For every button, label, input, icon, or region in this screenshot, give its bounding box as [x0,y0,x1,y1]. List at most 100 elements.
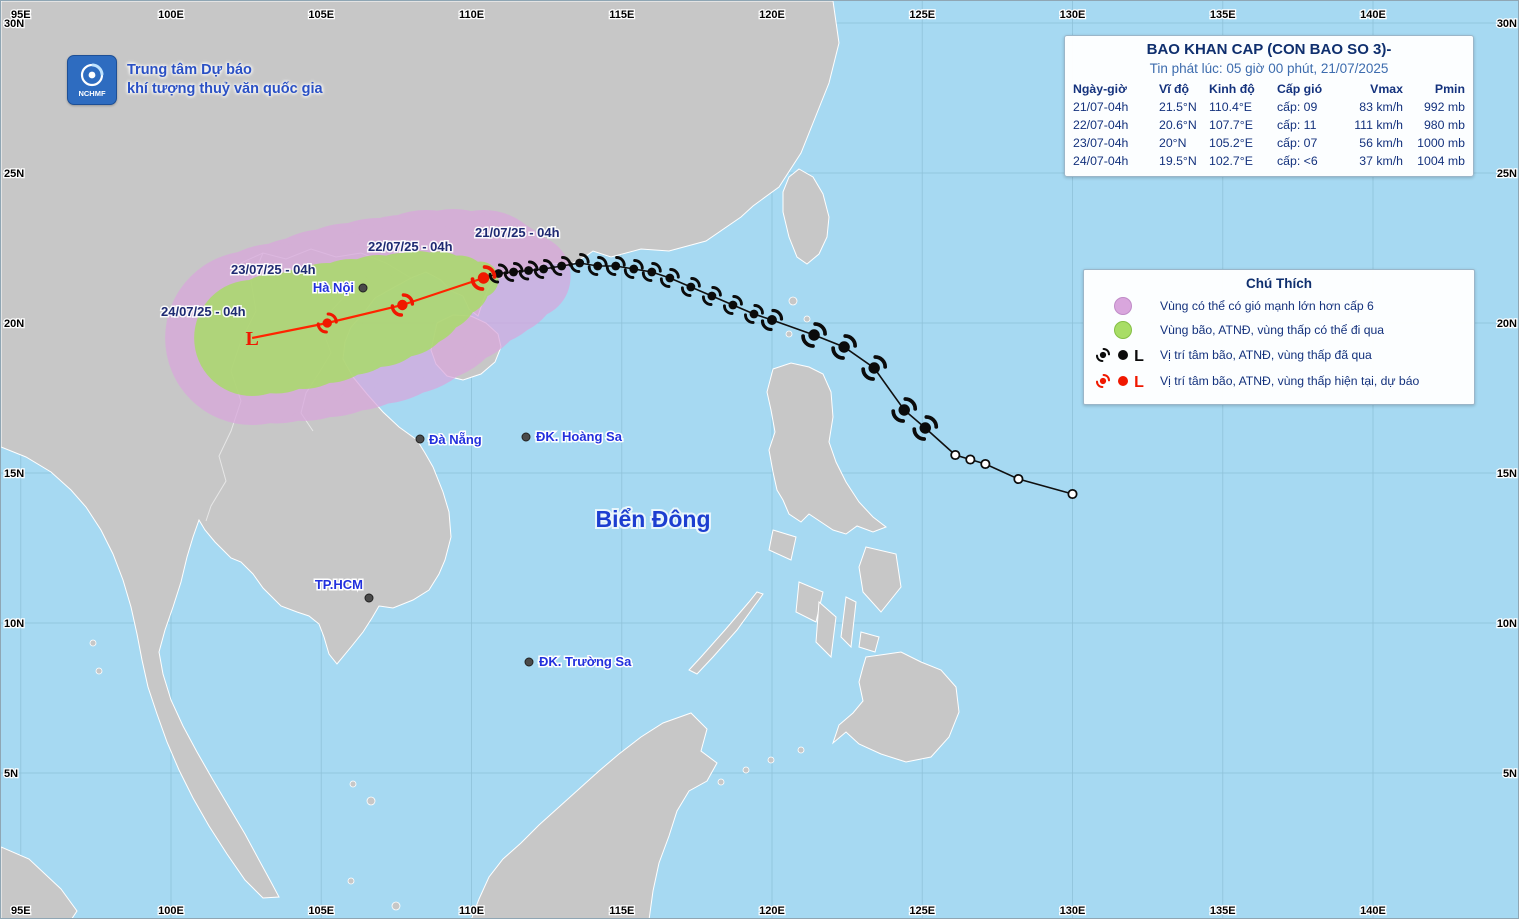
table-cell: 19.5°N [1159,154,1197,168]
agency-name-line2: khí tượng thuỷ văn quốc gia [127,81,323,97]
table-cell: 1004 mb [1417,154,1465,168]
place-marker-dot [358,283,368,293]
past-typhoon-icon [623,259,644,279]
low-pressure-icon: L [1134,348,1144,365]
storm-center-dot-icon-red [1118,376,1128,386]
longitude-label: 130E [1060,905,1086,917]
place-label: TP.HCM [315,577,363,592]
latitude-label: 25N [1497,168,1517,180]
table-header: Vĩ độ [1159,82,1190,96]
past-typhoon-icon [701,286,722,306]
forecast-position-icons: L [1092,370,1154,392]
longitude-label: 100E [158,905,184,917]
past-typhoon-icon [861,355,888,381]
agency-name: Trung tâm Dự báo khí tượng thuỷ văn quốc… [127,61,323,99]
past-typhoon-icon [569,253,590,273]
place-marker-dot [521,432,531,442]
latitude-label: 5N [1503,768,1517,780]
longitude-label: 140E [1360,905,1386,917]
table-cell: 111 km/h [1354,118,1403,132]
table-cell: 21.5°N [1159,100,1197,114]
latitude-label: 15N [1497,468,1517,480]
legend-item-label: Vùng bão, ATNĐ, vùng thấp có thể đi qua [1160,323,1385,337]
bulletin-title: BAO KHAN CAP (CON BAO SO 3)- [1146,41,1392,58]
storm-track: L [245,253,1078,500]
typhoon-icon [1095,347,1111,363]
latitude-label: 20N [1497,318,1517,330]
current-typhoon-icon [470,265,497,291]
land-borneo-island [471,712,718,918]
forecast-low-icon: L [245,328,258,350]
legend-item-past-positions: L Vị trí tâm bão, ATNĐ, vùng thấp đã qua [1092,344,1466,366]
table-header: Cấp gió [1277,82,1323,96]
low-pressure-icon-red: L [1134,374,1144,391]
past-depression-icon [965,454,976,465]
past-depression-icon [980,458,991,470]
place-marker-dot [524,657,534,667]
agency-name-line1: Trung tâm Dự báo [127,62,252,79]
legend-item-label: Vùng có thể có gió mạnh lớn hơn cấp 6 [1160,299,1374,313]
table-cell: 22/07-04h [1073,118,1129,132]
forecast-time-label: 21/07/25 - 04h [475,225,560,240]
forecast-track-line [251,276,484,340]
land-cebu-island [840,596,857,649]
past-typhoon-icon [518,260,539,281]
longitude-label: 95E [11,905,31,917]
past-depression-icon [1067,488,1078,500]
land-samar-leyte [858,546,902,613]
table-cell: 102.7°E [1209,154,1253,168]
past-typhoon-icon [831,334,857,360]
past-typhoon-icon [641,262,662,282]
table-header: Pmin [1434,82,1465,96]
bulletin-issued-time: Tin phát lúc: 05 giờ 00 phút, 21/07/2025 [1149,61,1389,76]
place-label: ĐK. Trường Sa [539,654,632,669]
longitude-label: 115E [609,9,634,21]
land-mindoro-island [768,529,797,561]
forecast-time-label: 22/07/25 - 04h [368,239,453,254]
table-cell: 21/07-04h [1073,100,1129,114]
land-taiwan-island [782,168,830,265]
purple-zone-icon [1092,296,1154,316]
table-cell: cấp: 09 [1277,100,1318,114]
table-cell: 83 km/h [1359,100,1403,114]
place-label: Hà Nội [313,280,354,295]
longitude-label: 95E [11,9,31,21]
past-typhoon-icon [680,277,701,297]
longitude-label: 135E [1210,9,1236,21]
past-typhoon-icon [760,308,784,332]
nchmf-logo: NCHMF [67,55,117,105]
table-cell: 24/07-04h [1073,154,1129,168]
latitude-label: 10N [1497,618,1517,630]
longitude-label: 110E [459,9,484,21]
nchmf-logo-text: NCHMF [78,89,105,98]
legend-item-wind-zone: Vùng có thể có gió mạnh lớn hơn cấp 6 [1092,296,1466,316]
longitude-label: 130E [1060,9,1086,21]
map-annotations: 21/07/25 - 04h 22/07/25 - 04h 23/07/25 - 0… [160,224,713,671]
svg-text:L: L [245,328,258,350]
table-header: Ngày-giờ [1073,82,1127,96]
past-depression-icon [950,449,961,461]
latitude-label: 15N [4,468,24,480]
past-typhoon-icon [605,256,626,276]
table-cell: cấp: 11 [1277,118,1317,132]
past-typhoon-icon [503,262,524,282]
past-typhoon-icon [891,397,918,423]
table-header: Kinh độ [1209,82,1255,96]
table-cell: 37 km/h [1359,154,1403,168]
bulletin-box: BAO KHAN CAP (CON BAO SO 3)- Tin phát lú… [1064,35,1474,177]
table-cell: 107.7°E [1209,118,1253,132]
latitude-label: 25N [4,168,24,180]
legend-title: Chú Thích [1246,276,1312,291]
agency-header: NCHMF Trung tâm Dự báo khí tượng thuỷ vă… [67,55,323,105]
table-cell: 110.4°E [1209,100,1252,114]
longitude-label: 110E [459,905,484,917]
past-depression-icon [1013,473,1024,485]
past-typhoon-icon [533,259,554,279]
latitude-label: 30N [4,18,24,30]
past-typhoon-icon [659,268,680,288]
place-marker-dot [364,593,374,603]
green-zone-icon [1092,320,1154,340]
storm-center-dot-icon [1118,350,1128,360]
legend-box: Chú Thích Vùng có thể có gió mạnh lớn hơ… [1083,269,1475,405]
